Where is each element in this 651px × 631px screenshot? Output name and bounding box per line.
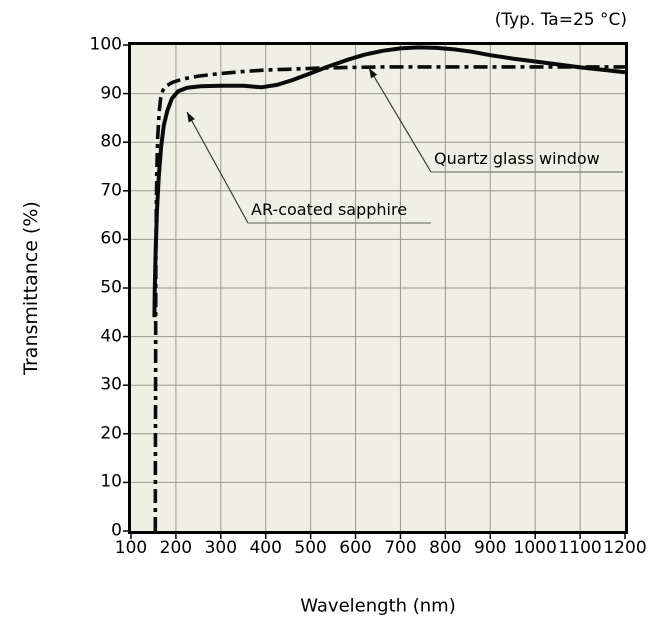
y-tick-label: 50 xyxy=(100,277,122,298)
x-tick-label: 500 xyxy=(294,538,327,558)
y-tick-label: 80 xyxy=(100,131,122,152)
x-tick-label: 900 xyxy=(474,538,507,558)
y-tick-label: 60 xyxy=(100,228,122,249)
annotation-ar-coated-sapphire: AR-coated sapphire xyxy=(251,200,408,219)
x-tick-label: 800 xyxy=(429,538,462,558)
x-tick-label: 700 xyxy=(384,538,417,558)
leader-line xyxy=(186,111,249,224)
y-tick-label: 70 xyxy=(100,180,122,201)
x-tick-label: 1000 xyxy=(513,538,557,558)
condition-note: (Typ. Ta=25 °C) xyxy=(494,10,627,30)
y-tick-label: 100 xyxy=(89,34,122,55)
x-tick-label: 300 xyxy=(204,538,238,558)
arrowhead-icon xyxy=(369,68,378,79)
y-tick-label: 30 xyxy=(100,374,122,395)
x-tick-label: 100 xyxy=(114,538,148,558)
y-tick-label: 40 xyxy=(100,326,122,347)
series-line-quartz-glass-window xyxy=(153,65,625,532)
y-tick-label: 20 xyxy=(100,423,122,444)
y-tick-label: 0 xyxy=(111,520,122,541)
x-axis-title: Wavelength (nm) xyxy=(300,595,456,617)
chart-canvas xyxy=(123,44,626,539)
series-line-ar-coated-sapphire xyxy=(152,45,626,318)
x-tick-label: 200 xyxy=(159,538,193,558)
grid-lines xyxy=(131,45,625,531)
annotation-quartz-glass-window: Quartz glass window xyxy=(434,149,600,168)
x-tick-label: 1100 xyxy=(558,538,602,558)
x-tick-label: 400 xyxy=(249,538,282,558)
y-axis-title: Transmittance (%) xyxy=(20,201,42,375)
x-tick-label: 600 xyxy=(339,538,372,558)
y-tick-label: 90 xyxy=(100,83,122,104)
y-tick-label: 10 xyxy=(100,471,122,492)
leader-line xyxy=(368,67,432,173)
x-tick-label: 1200 xyxy=(603,538,647,558)
plot-area: AR-coated sapphire Quartz glass window xyxy=(123,42,628,539)
axis-ticks xyxy=(123,44,626,539)
arrowhead-icon xyxy=(187,112,195,123)
